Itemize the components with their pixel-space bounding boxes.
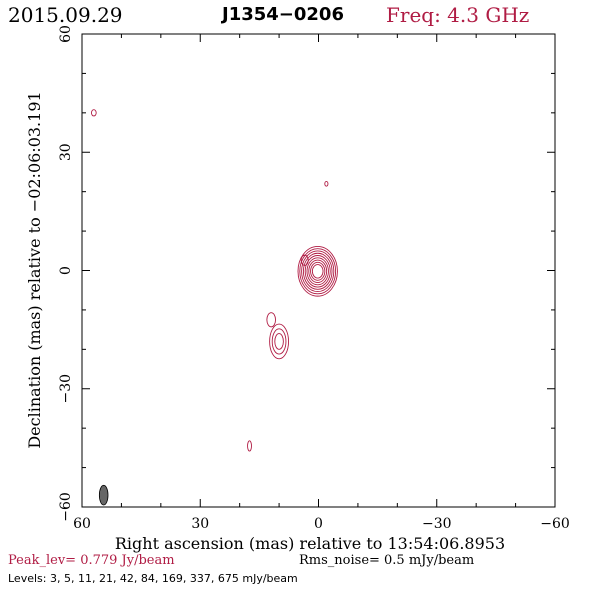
contour-level-0-7 [310,261,326,281]
contour-group [91,109,338,452]
contour-level-1-0 [300,254,309,266]
y-tick-label: −60 [58,492,74,522]
source-name: J1354−0206 [222,4,344,25]
contour-level-3-1 [271,328,287,355]
x-tick-label: 60 [73,516,91,532]
tick-labels-group: 60 30 0 −30 −60 −60 −30 0 30 60 [58,25,570,532]
contour-level-0-1 [299,248,337,295]
peak-level: Peak_lev= 0.779 Jy/beam [8,553,175,568]
contour-level-2-0 [266,312,276,328]
contour-level-0-2 [301,250,335,293]
contour-level-3-0 [269,323,289,360]
y-axis-label: Declination (mas) relative to −02:06:03.… [25,91,44,448]
contour-level-5-0 [324,180,329,187]
contour-level-0-0 [297,246,338,297]
y-tick-label: −30 [58,374,74,404]
y-tick-label: 0 [58,266,74,275]
contour-level-0-6 [308,259,328,283]
contour-level-3-2 [274,333,284,350]
x-tick-label: 0 [314,516,323,532]
plot-frame [81,33,556,508]
x-tick-label: −60 [540,516,570,532]
frequency-label: Freq: 4.3 GHz [386,3,530,27]
rms-noise: Rms_noise= 0.5 mJy/beam [299,553,475,568]
beam-ellipse [98,484,109,506]
x-tick-label: 30 [191,516,209,532]
contour-level-0-3 [302,252,333,290]
x-tick-label: −30 [422,516,452,532]
y-tick-label: 30 [58,143,74,161]
contour-level-0-8 [311,264,324,279]
contour-level-6-0 [247,440,252,452]
contour-level-0-4 [304,255,331,288]
contour-level-0-5 [306,257,329,286]
y-tick-label: 60 [58,25,74,43]
contour-level-4-0 [91,109,97,117]
beam-group [98,484,109,506]
observation-date: 2015.09.29 [8,3,123,27]
x-axis-label: Right ascension (mas) relative to 13:54:… [115,534,505,553]
contour-levels: Levels: 3, 5, 11, 21, 42, 84, 169, 337, … [8,572,298,585]
ticks-group [81,33,556,508]
